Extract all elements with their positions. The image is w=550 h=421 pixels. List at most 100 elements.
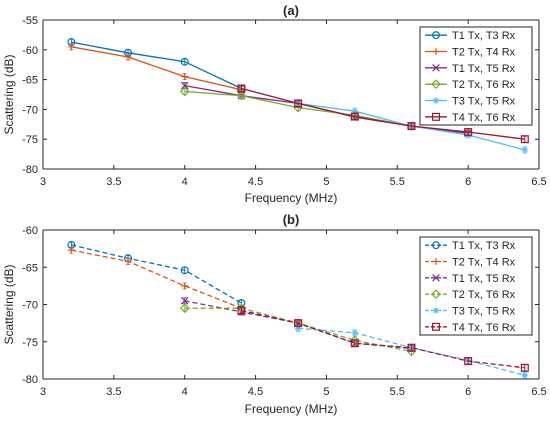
data-point — [180, 296, 189, 305]
data-point — [350, 339, 359, 348]
y-tick-label: -60 — [22, 45, 38, 57]
panel-a: 3 3.5 4 4.5 5 5.5 6 6.5 -55 -60 -65 -70 -75 -80 (a) Fre… — [2, 3, 547, 205]
y-axis-label: Scattering (dB) — [2, 264, 16, 344]
y-tick-label: -70 — [22, 300, 38, 312]
data-point — [406, 346, 417, 357]
data-point — [181, 73, 189, 81]
y-tick-label: -75 — [22, 134, 38, 146]
data-point — [294, 319, 303, 328]
x-tick-label: 5 — [323, 176, 329, 188]
legend-box — [419, 26, 533, 126]
x-tick-label: 4.5 — [248, 386, 263, 398]
series-6 — [237, 306, 529, 372]
x-tick-label: 4 — [182, 386, 188, 398]
data-point — [521, 146, 529, 154]
series-line — [71, 46, 242, 91]
legend-marker — [432, 274, 440, 282]
legend-marker — [432, 112, 441, 121]
data-point — [520, 363, 529, 372]
legend-marker — [432, 31, 441, 40]
legend-label: T3 Tx, T5 Rx — [452, 96, 516, 108]
x-tick-label: 3.5 — [106, 386, 121, 398]
data-point — [124, 53, 132, 61]
legend-marker — [432, 48, 440, 55]
data-point — [179, 86, 190, 97]
data-point — [237, 306, 246, 315]
data-point — [407, 343, 416, 352]
y-tick-label: -55 — [22, 15, 38, 27]
legend-marker — [432, 258, 440, 265]
y-tick-label: -70 — [22, 104, 38, 116]
legend-marker — [432, 64, 440, 72]
y-tick-label: -75 — [22, 337, 38, 349]
x-tick-label: 5 — [323, 386, 329, 398]
legend-marker — [431, 289, 441, 300]
x-tick-label: 6 — [465, 176, 471, 188]
data-point — [180, 57, 189, 66]
data-point — [67, 43, 75, 51]
data-point — [351, 329, 359, 337]
data-point — [179, 303, 190, 314]
series-line — [71, 249, 242, 309]
x-tick-label: 5.5 — [390, 386, 405, 398]
x-axis-label: Frequency (MHz) — [245, 402, 338, 416]
data-point — [464, 357, 473, 366]
legend-marker — [432, 322, 441, 331]
series-2 — [67, 246, 245, 312]
data-point — [350, 112, 359, 121]
legend-label: T1 Tx, T3 Rx — [452, 30, 516, 42]
y-axis-label: Scattering (dB) — [2, 54, 16, 134]
data-point — [67, 246, 75, 254]
legend-label: T4 Tx, T6 Rx — [452, 112, 516, 124]
x-tick-label: 6.5 — [531, 386, 546, 398]
data-point — [520, 135, 529, 144]
legend-marker — [432, 97, 440, 104]
data-point — [180, 81, 189, 90]
legend: T1 Tx, T3 Rx T2 Tx, T4 Rx T1 Tx, T5 Rx T2 T… — [419, 26, 533, 126]
series-line — [71, 244, 242, 304]
x-tick-label: 4 — [182, 176, 188, 188]
data-point — [294, 324, 302, 332]
data-point — [124, 257, 132, 265]
legend-label: T1 Tx, T5 Rx — [452, 63, 516, 75]
data-point — [464, 128, 473, 137]
data-point — [351, 107, 359, 115]
panel-b: 3 3.5 4 4.5 5 5.5 6 6.5 -60 -65 -70 -75 -80 (b) Freque… — [2, 212, 547, 416]
legend-box — [419, 236, 533, 336]
data-point — [237, 84, 246, 93]
x-tick-label: 3 — [40, 386, 46, 398]
y-tick-label: -80 — [22, 164, 38, 176]
series-line — [241, 309, 525, 369]
legend-marker — [432, 241, 441, 250]
legend-label: T1 Tx, T3 Rx — [452, 240, 516, 252]
x-tick-label: 6.5 — [531, 176, 546, 188]
y-tick-label: -80 — [22, 374, 38, 386]
x-tick-label: 6 — [465, 386, 471, 398]
legend-label: T2 Tx, T6 Rx — [452, 79, 516, 91]
series-line — [71, 41, 242, 90]
series-line — [241, 87, 525, 140]
data-point — [294, 99, 303, 108]
x-axis-label: Frequency (MHz) — [245, 191, 338, 205]
legend-marker — [432, 307, 440, 314]
y-tick-label: -65 — [22, 262, 38, 274]
y-tick-label: -60 — [22, 225, 38, 237]
x-tick-label: 5.5 — [390, 176, 405, 188]
data-point — [181, 282, 189, 290]
legend-marker — [431, 79, 441, 90]
legend-label: T3 Tx, T5 Rx — [452, 306, 516, 318]
legend-label: T1 Tx, T5 Rx — [452, 273, 516, 285]
legend-label: T2 Tx, T4 Rx — [452, 47, 516, 59]
data-point — [521, 371, 529, 379]
legend: T1 Tx, T3 Rx T2 Tx, T4 Rx T1 Tx, T5 Rx T2 T… — [419, 236, 533, 336]
series-6 — [237, 84, 529, 144]
legend-label: T4 Tx, T6 Rx — [452, 322, 516, 334]
y-tick-label: -65 — [22, 75, 38, 87]
panel-title: (a) — [283, 3, 299, 18]
x-tick-label: 3 — [40, 176, 46, 188]
legend-label: T2 Tx, T6 Rx — [452, 289, 516, 301]
x-tick-label: 4.5 — [248, 176, 263, 188]
panel-title: (b) — [283, 212, 300, 227]
x-tick-label: 3.5 — [106, 176, 121, 188]
